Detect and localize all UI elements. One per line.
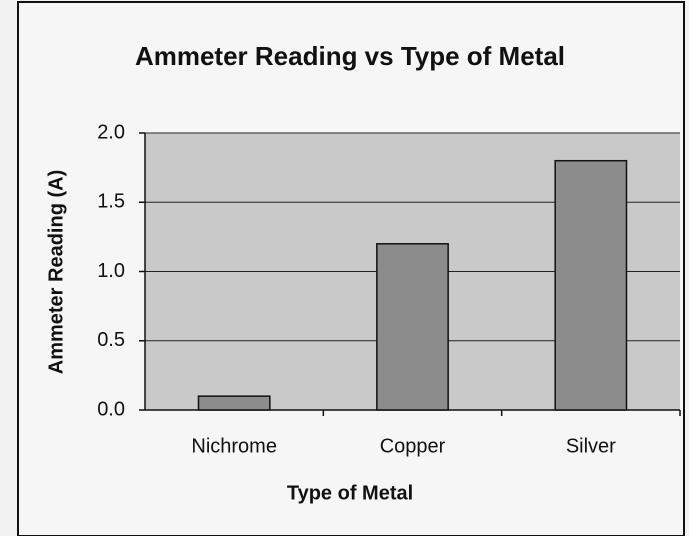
bar xyxy=(554,159,628,411)
chart-title: Ammeter Reading vs Type of Metal xyxy=(135,41,565,71)
bar xyxy=(197,395,271,411)
bar xyxy=(376,243,449,411)
x-axis-title: Type of Metal xyxy=(287,482,413,504)
y-tick-label: 2.0 xyxy=(97,121,125,143)
x-tick-label: Silver xyxy=(566,435,616,457)
y-axis-title: Ammeter Reading (A) xyxy=(45,170,67,374)
x-tick-label: Nichrome xyxy=(191,435,277,457)
y-tick-label: 1.0 xyxy=(97,260,125,282)
y-tick-label: 1.5 xyxy=(97,191,125,213)
y-tick-label: 0.0 xyxy=(97,398,125,420)
x-tick-label: Copper xyxy=(380,435,446,457)
y-tick-label: 0.5 xyxy=(97,329,125,351)
